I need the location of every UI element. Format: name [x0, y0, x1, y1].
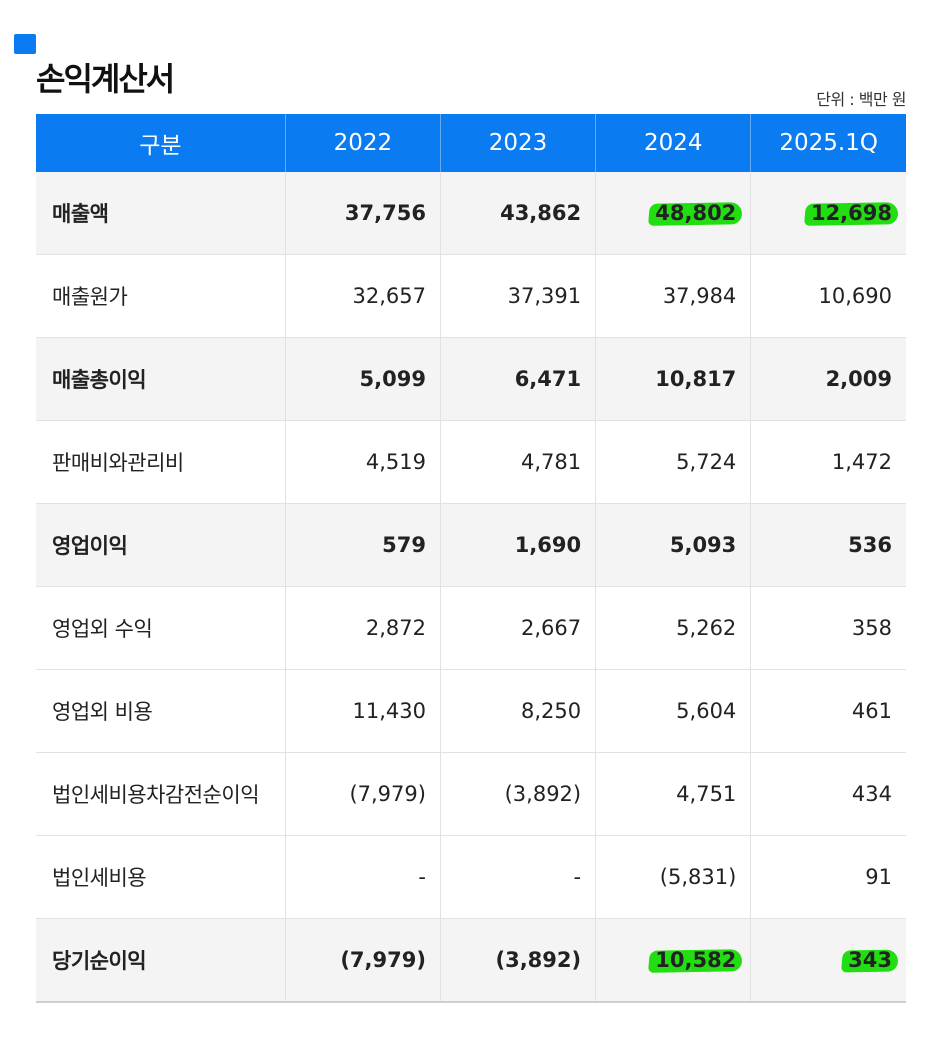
table-row-net-income: 당기순이익 (7,979) (3,892) 10,582 343	[36, 918, 906, 1003]
table-cell: 48,802	[595, 172, 751, 255]
table-cell: -	[284, 835, 441, 919]
highlighted-value: 12,698	[810, 201, 892, 225]
unit-label: 단위 : 백만 원	[816, 90, 906, 109]
table-cell: 91	[750, 835, 906, 919]
table-row-non-operating-income: 영업외 수익 2,872 2,667 5,262 358	[36, 586, 906, 670]
table-cell: 5,099	[284, 337, 441, 421]
table-cell: 343	[750, 918, 906, 1003]
column-header-2024: 2024	[595, 114, 751, 172]
table-cell: 5,724	[595, 420, 751, 504]
table-cell: 5,604	[595, 669, 751, 753]
table-cell: 358	[750, 586, 906, 670]
column-header-2025-1q: 2025.1Q	[750, 114, 906, 172]
table-cell: 10,582	[595, 918, 751, 1003]
row-label: 영업외 비용	[36, 669, 286, 753]
table-cell: 2,872	[284, 586, 441, 670]
table-row-operating-profit: 영업이익 579 1,690 5,093 536	[36, 503, 906, 587]
table-cell: (3,892)	[439, 918, 596, 1003]
highlighted-value: 343	[848, 948, 892, 972]
table-cell: 1,472	[750, 420, 906, 504]
table-cell: 1,690	[439, 503, 596, 587]
row-label: 매출총이익	[36, 337, 286, 421]
table-cell: 37,756	[284, 172, 441, 255]
table-cell: 12,698	[750, 172, 906, 255]
row-label: 영업외 수익	[36, 586, 286, 670]
table-cell: 579	[284, 503, 441, 587]
table-row-revenue: 매출액 37,756 43,862 48,802 12,698	[36, 172, 906, 255]
row-label: 영업이익	[36, 503, 286, 587]
table-cell: 10,817	[595, 337, 751, 421]
table-cell: 37,391	[439, 254, 596, 338]
row-label: 법인세비용차감전순이익	[36, 752, 286, 836]
table-cell: 11,430	[284, 669, 441, 753]
table-cell: -	[439, 835, 596, 919]
highlighted-value: 48,802	[655, 201, 737, 225]
row-label: 당기순이익	[36, 918, 286, 1003]
table-cell: 4,519	[284, 420, 441, 504]
table-row-pretax-income: 법인세비용차감전순이익 (7,979) (3,892) 4,751 434	[36, 752, 906, 836]
row-label: 매출액	[36, 172, 286, 255]
row-label: 매출원가	[36, 254, 286, 338]
row-label: 법인세비용	[36, 835, 286, 919]
table-cell: 5,093	[595, 503, 751, 587]
table-cell: (7,979)	[284, 752, 441, 836]
table-row-sga: 판매비와관리비 4,519 4,781 5,724 1,472	[36, 420, 906, 504]
table-cell: 37,984	[595, 254, 751, 338]
section-marker-icon	[14, 34, 36, 54]
table-cell: 43,862	[439, 172, 596, 255]
column-header-category: 구분	[36, 114, 286, 172]
table-cell: 10,690	[750, 254, 906, 338]
table-cell: (7,979)	[284, 918, 441, 1003]
column-header-2023: 2023	[439, 114, 596, 172]
table-cell: 32,657	[284, 254, 441, 338]
table-cell: 5,262	[595, 586, 751, 670]
table-cell: (5,831)	[595, 835, 751, 919]
table-cell: 4,751	[595, 752, 751, 836]
table-cell: 2,667	[439, 586, 596, 670]
table-cell: 2,009	[750, 337, 906, 421]
highlighted-value: 10,582	[655, 948, 737, 972]
table-cell: 434	[750, 752, 906, 836]
table-cell: 4,781	[439, 420, 596, 504]
table-cell: 8,250	[439, 669, 596, 753]
table-row-cost-of-sales: 매출원가 32,657 37,391 37,984 10,690	[36, 254, 906, 338]
row-label: 판매비와관리비	[36, 420, 286, 504]
table-cell: 6,471	[439, 337, 596, 421]
table-row-income-tax: 법인세비용 - - (5,831) 91	[36, 835, 906, 919]
table-row-non-operating-expense: 영업외 비용 11,430 8,250 5,604 461	[36, 669, 906, 753]
table-row-gross-profit: 매출총이익 5,099 6,471 10,817 2,009	[36, 337, 906, 421]
income-statement-table: 구분 2022 2023 2024 2025.1Q 매출액 37,756 43,…	[36, 114, 906, 1003]
page-title: 손익계산서	[36, 60, 175, 98]
column-header-2022: 2022	[284, 114, 441, 172]
table-cell: 536	[750, 503, 906, 587]
table-cell: (3,892)	[439, 752, 596, 836]
table-cell: 461	[750, 669, 906, 753]
table-header-row: 구분 2022 2023 2024 2025.1Q	[36, 114, 906, 172]
